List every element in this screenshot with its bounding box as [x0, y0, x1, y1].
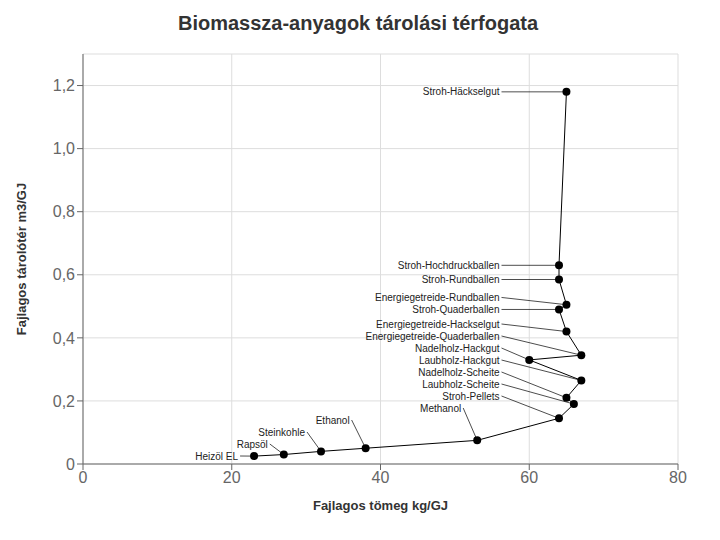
- svg-text:Energiegetreide-Quaderballen: Energiegetreide-Quaderballen: [366, 331, 500, 342]
- svg-text:Stroh-Häckselgut: Stroh-Häckselgut: [423, 86, 500, 97]
- svg-text:Steinkohle: Steinkohle: [258, 427, 305, 438]
- svg-text:0,2: 0,2: [53, 393, 75, 410]
- svg-text:1,2: 1,2: [53, 77, 75, 94]
- svg-text:Laubholz-Hackgut: Laubholz-Hackgut: [419, 355, 500, 366]
- svg-text:Stroh-Rundballen: Stroh-Rundballen: [422, 274, 500, 285]
- svg-text:Energiegetreide-Rundballen: Energiegetreide-Rundballen: [375, 292, 500, 303]
- svg-text:20: 20: [223, 469, 241, 486]
- svg-text:Ethanol: Ethanol: [316, 415, 350, 426]
- svg-text:40: 40: [372, 469, 390, 486]
- svg-text:0,6: 0,6: [53, 266, 75, 283]
- svg-text:Nadelholz-Scheite: Nadelholz-Scheite: [418, 367, 500, 378]
- svg-text:Energiegetreide-Hackselgut: Energiegetreide-Hackselgut: [376, 319, 500, 330]
- svg-text:0,8: 0,8: [53, 203, 75, 220]
- svg-text:1,0: 1,0: [53, 140, 75, 157]
- svg-text:Stroh-Hochdruckballen: Stroh-Hochdruckballen: [398, 260, 500, 271]
- svg-text:0: 0: [66, 456, 75, 473]
- html-text:Biomassza-anyagok tárolási tér: Biomassza-anyagok tárolási térfogata: [177, 12, 539, 34]
- svg-text:Stroh-Pellets: Stroh-Pellets: [442, 391, 499, 402]
- svg-text:0: 0: [79, 469, 88, 486]
- svg-text:Heizöl EL: Heizöl EL: [195, 451, 238, 462]
- svg-text:Stroh-Quaderballen: Stroh-Quaderballen: [412, 304, 499, 315]
- svg-text:Nadelholz-Hackgut: Nadelholz-Hackgut: [415, 343, 500, 354]
- svg-text:Methanol: Methanol: [420, 403, 461, 414]
- svg-text:Laubholz-Scheite: Laubholz-Scheite: [422, 379, 500, 390]
- svg-text:0,4: 0,4: [53, 330, 75, 347]
- svg-text:Fajlagos tárolótér m3/GJ: Fajlagos tárolótér m3/GJ: [14, 183, 29, 335]
- svg-text:80: 80: [669, 469, 687, 486]
- svg-text:Fajlagos tömeg kg/GJ: Fajlagos tömeg kg/GJ: [313, 498, 448, 513]
- svg-text:60: 60: [520, 469, 538, 486]
- svg-text:Rapsöl: Rapsöl: [237, 439, 268, 450]
